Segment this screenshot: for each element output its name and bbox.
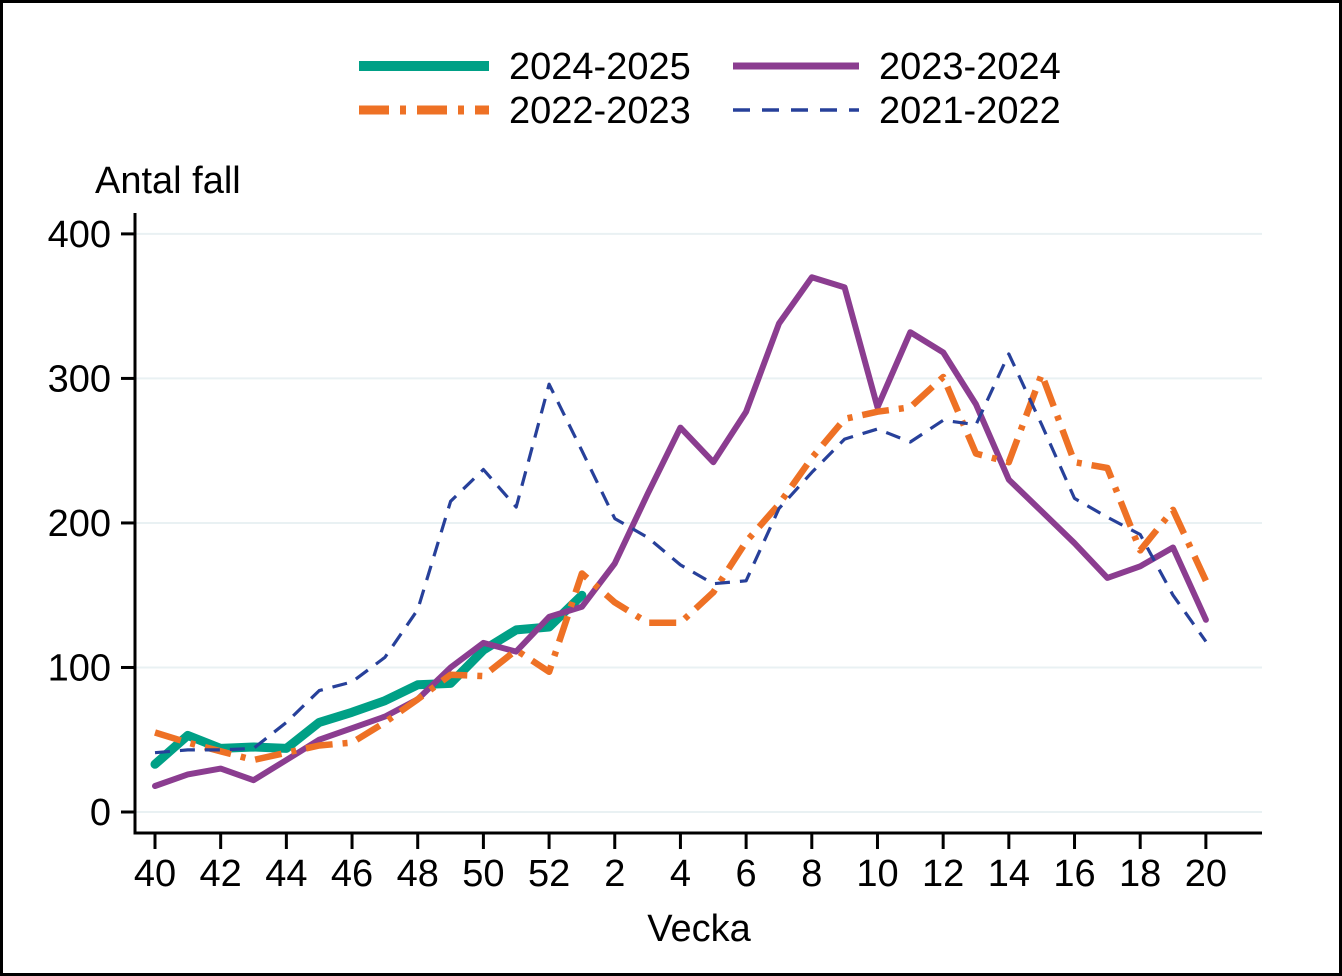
x-tick-label: 50 [462,853,504,895]
x-tick-label: 18 [1119,853,1161,895]
x-tick-label: 2 [604,853,625,895]
y-tick-label: 200 [48,503,111,545]
x-tick-label: 20 [1185,853,1227,895]
series-lines [150,274,1209,789]
y-tick-label: 300 [48,358,111,400]
x-axis-title: Vecka [647,908,751,950]
x-tick-label: 16 [1053,853,1095,895]
legend-label-2021-2022: 2021-2022 [879,90,1061,132]
x-tick-label: 44 [265,853,307,895]
x-tick-label: 8 [801,853,822,895]
x-tick-label: 10 [856,853,898,895]
x-tick-label: 12 [922,853,964,895]
x-tick-label: 40 [134,853,176,895]
y-tick-label: 0 [90,792,111,834]
legend-label-2023-2024: 2023-2024 [879,46,1061,88]
gridlines [136,232,1262,813]
axes [121,213,1262,849]
legend-label-2022-2023: 2022-2023 [509,90,691,132]
x-tick-label: 42 [200,853,242,895]
y-axis-title: Antal fall [95,160,241,202]
x-tick-label: 48 [397,853,439,895]
x-tick-label: 4 [670,853,691,895]
series-line-2024-2025 [150,590,587,769]
legend-label-2024-2025: 2024-2025 [509,46,691,88]
x-tick-label: 46 [331,853,373,895]
y-tick-label: 100 [48,647,111,689]
legend-swatches [359,61,859,115]
x-tick-label: 14 [988,853,1030,895]
y-tick-label: 400 [48,214,111,256]
x-tick-label: 52 [528,853,570,895]
x-tick-label: 6 [736,853,757,895]
series-line-2021-2022 [154,352,1208,755]
series-line-2023-2024 [152,274,1209,789]
